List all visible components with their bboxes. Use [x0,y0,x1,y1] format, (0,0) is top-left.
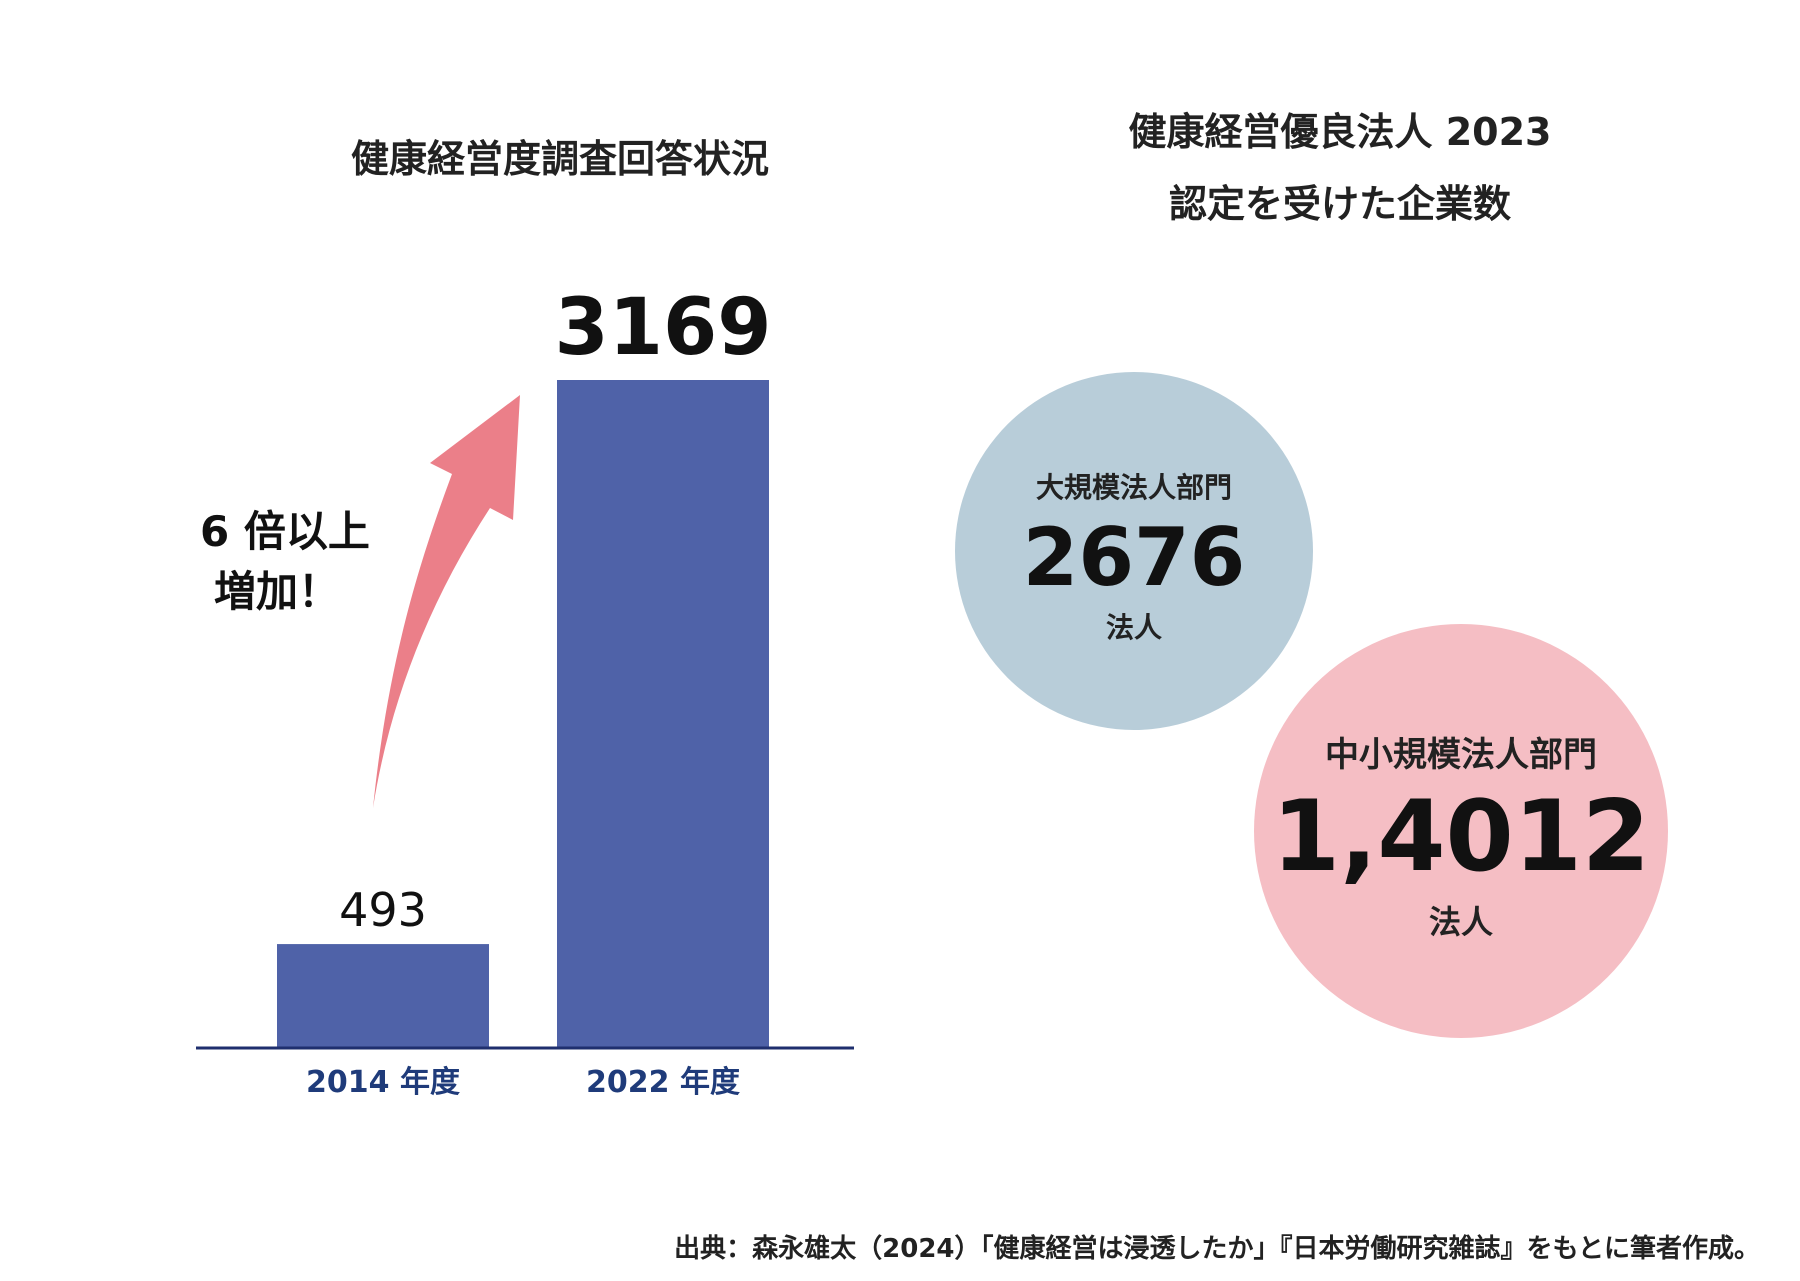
sme-unit: 法人 [1428,902,1493,941]
bar-1 [277,944,489,1048]
sme-category: 中小規模法人部門 [1325,735,1597,776]
increase-note-line-2: 増加！ [214,567,341,616]
bar-2-value-label: 3169 [554,283,771,373]
bar-2 [557,380,769,1048]
sme-circle: 中小規模法人部門 1,4012 法人 [1254,624,1668,1038]
right-title-line-2: 認定を受けた企業数 [1168,182,1511,226]
left-chart-title: 健康経営度調査回答状況 [350,137,769,181]
right-panel-title: 健康経営優良法人 2023 認定を受けた企業数 [1060,96,1620,240]
source-citation: 出典：森永雄太（2024）「健康経営は浸透したか」『日本労働研究雑誌』をもとに筆… [674,1234,1760,1264]
large-enterprise-circle: 大規模法人部門 2676 法人 [955,372,1313,730]
bar-1-value-label: 493 [339,883,427,937]
right-title-line-1: 健康経営優良法人 2023 [1128,110,1552,154]
increase-note: 6 倍以上 増加！ [200,502,420,622]
increase-arrow [373,395,520,808]
x-tick-label-1: 2014 年度 [306,1065,460,1100]
large-enterprise-category: 大規模法人部門 [1035,471,1232,504]
x-tick-label-2: 2022 年度 [586,1065,740,1100]
sme-count: 1,4012 [1271,780,1651,895]
large-enterprise-unit: 法人 [1105,611,1162,644]
large-enterprise-count: 2676 [1022,511,1246,604]
bar-chart: 493 2014 年度 3169 2022 年度 [196,283,854,1100]
increase-note-line-1: 6 倍以上 [200,507,370,556]
